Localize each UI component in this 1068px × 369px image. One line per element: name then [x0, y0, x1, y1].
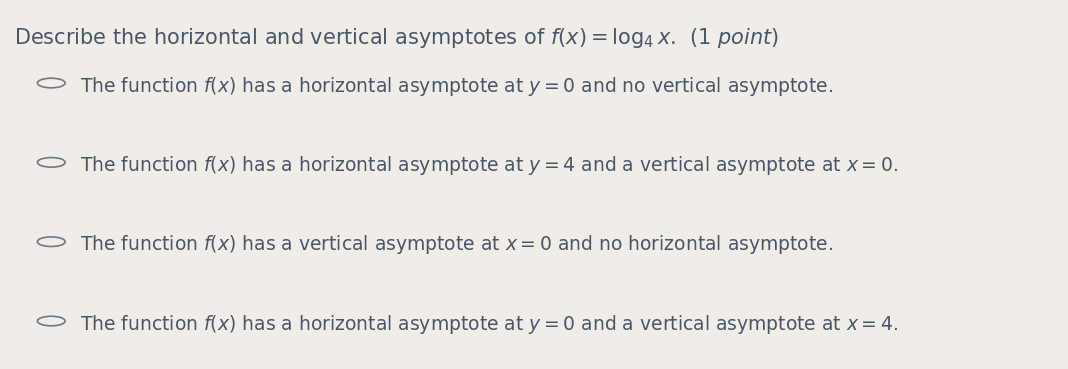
Text: The function $f(x)$ has a vertical asymptote at $x = 0$ and no horizontal asympt: The function $f(x)$ has a vertical asymp…: [80, 234, 833, 256]
Text: The function $f(x)$ has a horizontal asymptote at $y = 0$ and no vertical asympt: The function $f(x)$ has a horizontal asy…: [80, 75, 833, 98]
Text: Describe the horizontal and vertical asymptotes of $f(x) = \log_4 x$.  $\mathit{: Describe the horizontal and vertical asy…: [14, 26, 780, 50]
Text: The function $f(x)$ has a horizontal asymptote at $y = 4$ and a vertical asympto: The function $f(x)$ has a horizontal asy…: [80, 154, 898, 177]
Text: The function $f(x)$ has a horizontal asymptote at $y = 0$ and a vertical asympto: The function $f(x)$ has a horizontal asy…: [80, 313, 898, 336]
